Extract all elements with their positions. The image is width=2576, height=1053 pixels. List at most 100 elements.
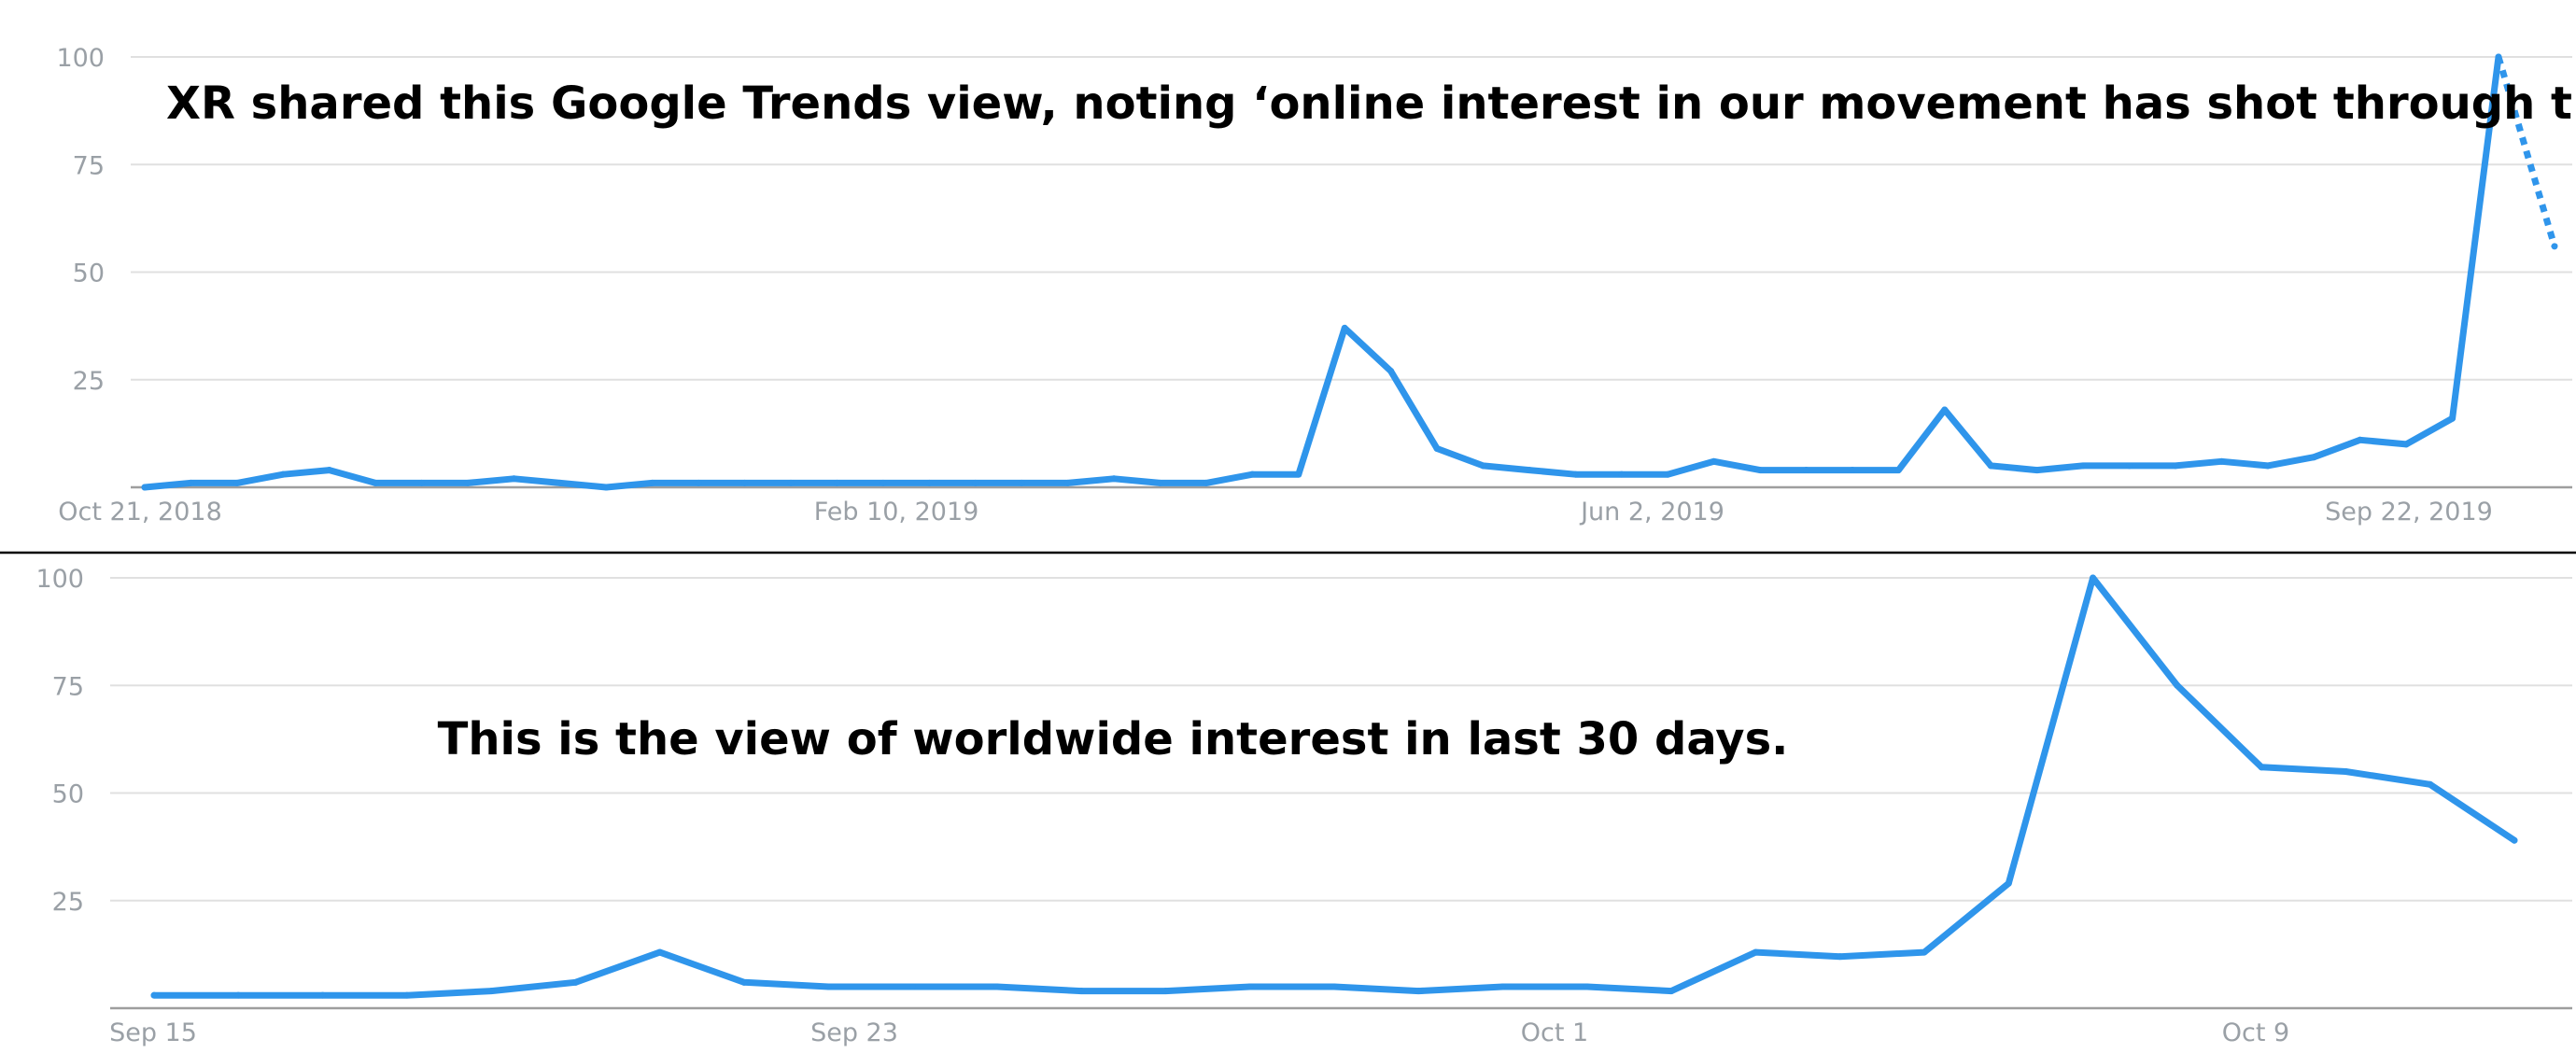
top-chart-panel: 25 50 75 100 Oct 21, 2018 Feb 10, 2019 Jun 2, …: [56, 44, 2576, 526]
top-data-point: [326, 467, 333, 474]
bottom-y-tick-label: 75: [52, 672, 84, 701]
top-data-point: [649, 479, 656, 486]
bottom-data-point: [1584, 983, 1591, 990]
bottom-data-point: [993, 983, 1001, 990]
bottom-data-point: [2342, 767, 2349, 775]
bottom-chart-panel: 25 50 75 100 Sep 15 Sep 23 Oct 1 Oct 9 This is t…: [35, 565, 2572, 1047]
top-x-tick-label: Sep 22, 2019: [2325, 498, 2493, 526]
top-data-point: [233, 479, 241, 486]
top-data-point: [1110, 475, 1118, 483]
top-y-tick-label: 25: [73, 367, 105, 396]
top-data-point: [1664, 470, 1671, 478]
bottom-caption: This is the view of worldwide interest i…: [438, 713, 1789, 765]
bottom-data-point: [1668, 988, 1675, 995]
bottom-data-point: [1330, 983, 1338, 990]
top-partial-point: [2551, 243, 2558, 250]
bottom-series-line: [150, 574, 2518, 999]
bottom-y-tick-label: 50: [52, 780, 84, 809]
bottom-data-point: [2174, 681, 2181, 689]
top-data-point: [1618, 470, 1626, 478]
top-data-point: [2126, 462, 2133, 470]
top-data-point: [1387, 368, 1395, 375]
top-x-tick-label: Oct 21, 2018: [58, 498, 222, 526]
bottom-y-tick-label: 25: [52, 888, 84, 917]
top-data-point: [372, 479, 379, 486]
top-data-point: [510, 475, 517, 483]
top-data-point: [695, 479, 702, 486]
top-data-point: [1433, 445, 1441, 453]
top-x-tick-label: Jun 2, 2019: [1579, 498, 1724, 526]
bottom-x-tick-label: Oct 1: [1521, 1018, 1588, 1047]
top-y-tick-label: 75: [73, 151, 105, 180]
top-data-point: [2034, 467, 2041, 474]
top-data-point: [1480, 462, 1487, 470]
bottom-data-point: [656, 948, 664, 956]
top-caption: XR shared this Google Trends view, notin…: [166, 77, 2576, 130]
top-data-point: [1018, 479, 1025, 486]
bottom-data-point: [824, 983, 832, 990]
top-data-point: [1710, 457, 1718, 465]
top-data-point: [141, 484, 148, 491]
bottom-data-point: [1837, 953, 1844, 961]
top-data-point: [1248, 470, 1256, 478]
bottom-data-point: [234, 991, 242, 999]
top-data-point: [1341, 324, 1348, 331]
top-data-point: [1526, 467, 1533, 474]
top-data-point: [602, 484, 610, 491]
top-data-point: [1894, 467, 1902, 474]
top-data-point: [787, 479, 795, 486]
bottom-data-point: [319, 991, 327, 999]
bottom-data-point: [150, 991, 158, 999]
bottom-data-point: [2258, 764, 2265, 771]
top-data-point: [1156, 479, 1163, 486]
bottom-data-point: [1921, 948, 1928, 956]
top-data-point: [2310, 454, 2317, 461]
top-series-line: [141, 53, 2502, 491]
bottom-data-point: [1752, 948, 1759, 956]
top-data-point: [418, 479, 426, 486]
bottom-data-point: [1077, 988, 1085, 995]
top-data-point: [2449, 414, 2456, 422]
top-data-point: [1203, 479, 1210, 486]
bottom-data-point: [487, 988, 495, 995]
top-data-point: [2217, 457, 2225, 465]
top-data-point: [2172, 462, 2179, 470]
top-data-point: [741, 479, 749, 486]
top-data-point: [1849, 467, 1856, 474]
top-y-tick-label: 50: [73, 260, 105, 288]
top-data-point: [1987, 462, 1994, 470]
bottom-x-tick-label: Sep 15: [109, 1018, 197, 1047]
bottom-data-point: [909, 983, 917, 990]
bottom-data-point: [2427, 780, 2434, 788]
top-data-point: [972, 479, 979, 486]
bottom-x-tick-label: Sep 23: [810, 1018, 898, 1047]
bottom-data-point: [740, 978, 748, 986]
top-data-point: [1941, 406, 1949, 414]
top-data-point: [833, 479, 840, 486]
top-data-point: [2079, 462, 2087, 470]
top-data-point: [1064, 479, 1072, 486]
top-x-tick-label: Feb 10, 2019: [814, 498, 979, 526]
top-data-point: [2357, 436, 2364, 443]
bottom-data-point: [571, 978, 579, 986]
top-data-point: [880, 479, 887, 486]
top-data-point: [556, 479, 564, 486]
top-data-point: [925, 479, 933, 486]
bottom-data-point: [1161, 988, 1169, 995]
top-data-point: [1803, 467, 1810, 474]
bottom-data-point: [403, 991, 411, 999]
bottom-data-point: [2511, 836, 2518, 844]
bottom-data-point: [1246, 983, 1254, 990]
bottom-data-point: [2090, 574, 2097, 582]
top-y-tick-label: 100: [56, 44, 105, 73]
bottom-y-tick-label: 100: [35, 565, 84, 594]
bottom-data-point: [1415, 988, 1422, 995]
top-data-point: [2264, 462, 2272, 470]
top-partial-segment: [2495, 56, 2558, 247]
bottom-data-point: [1499, 983, 1507, 990]
top-data-point: [1295, 470, 1302, 478]
top-data-point: [1571, 470, 1579, 478]
top-data-point: [2402, 441, 2410, 448]
top-data-point: [187, 479, 194, 486]
